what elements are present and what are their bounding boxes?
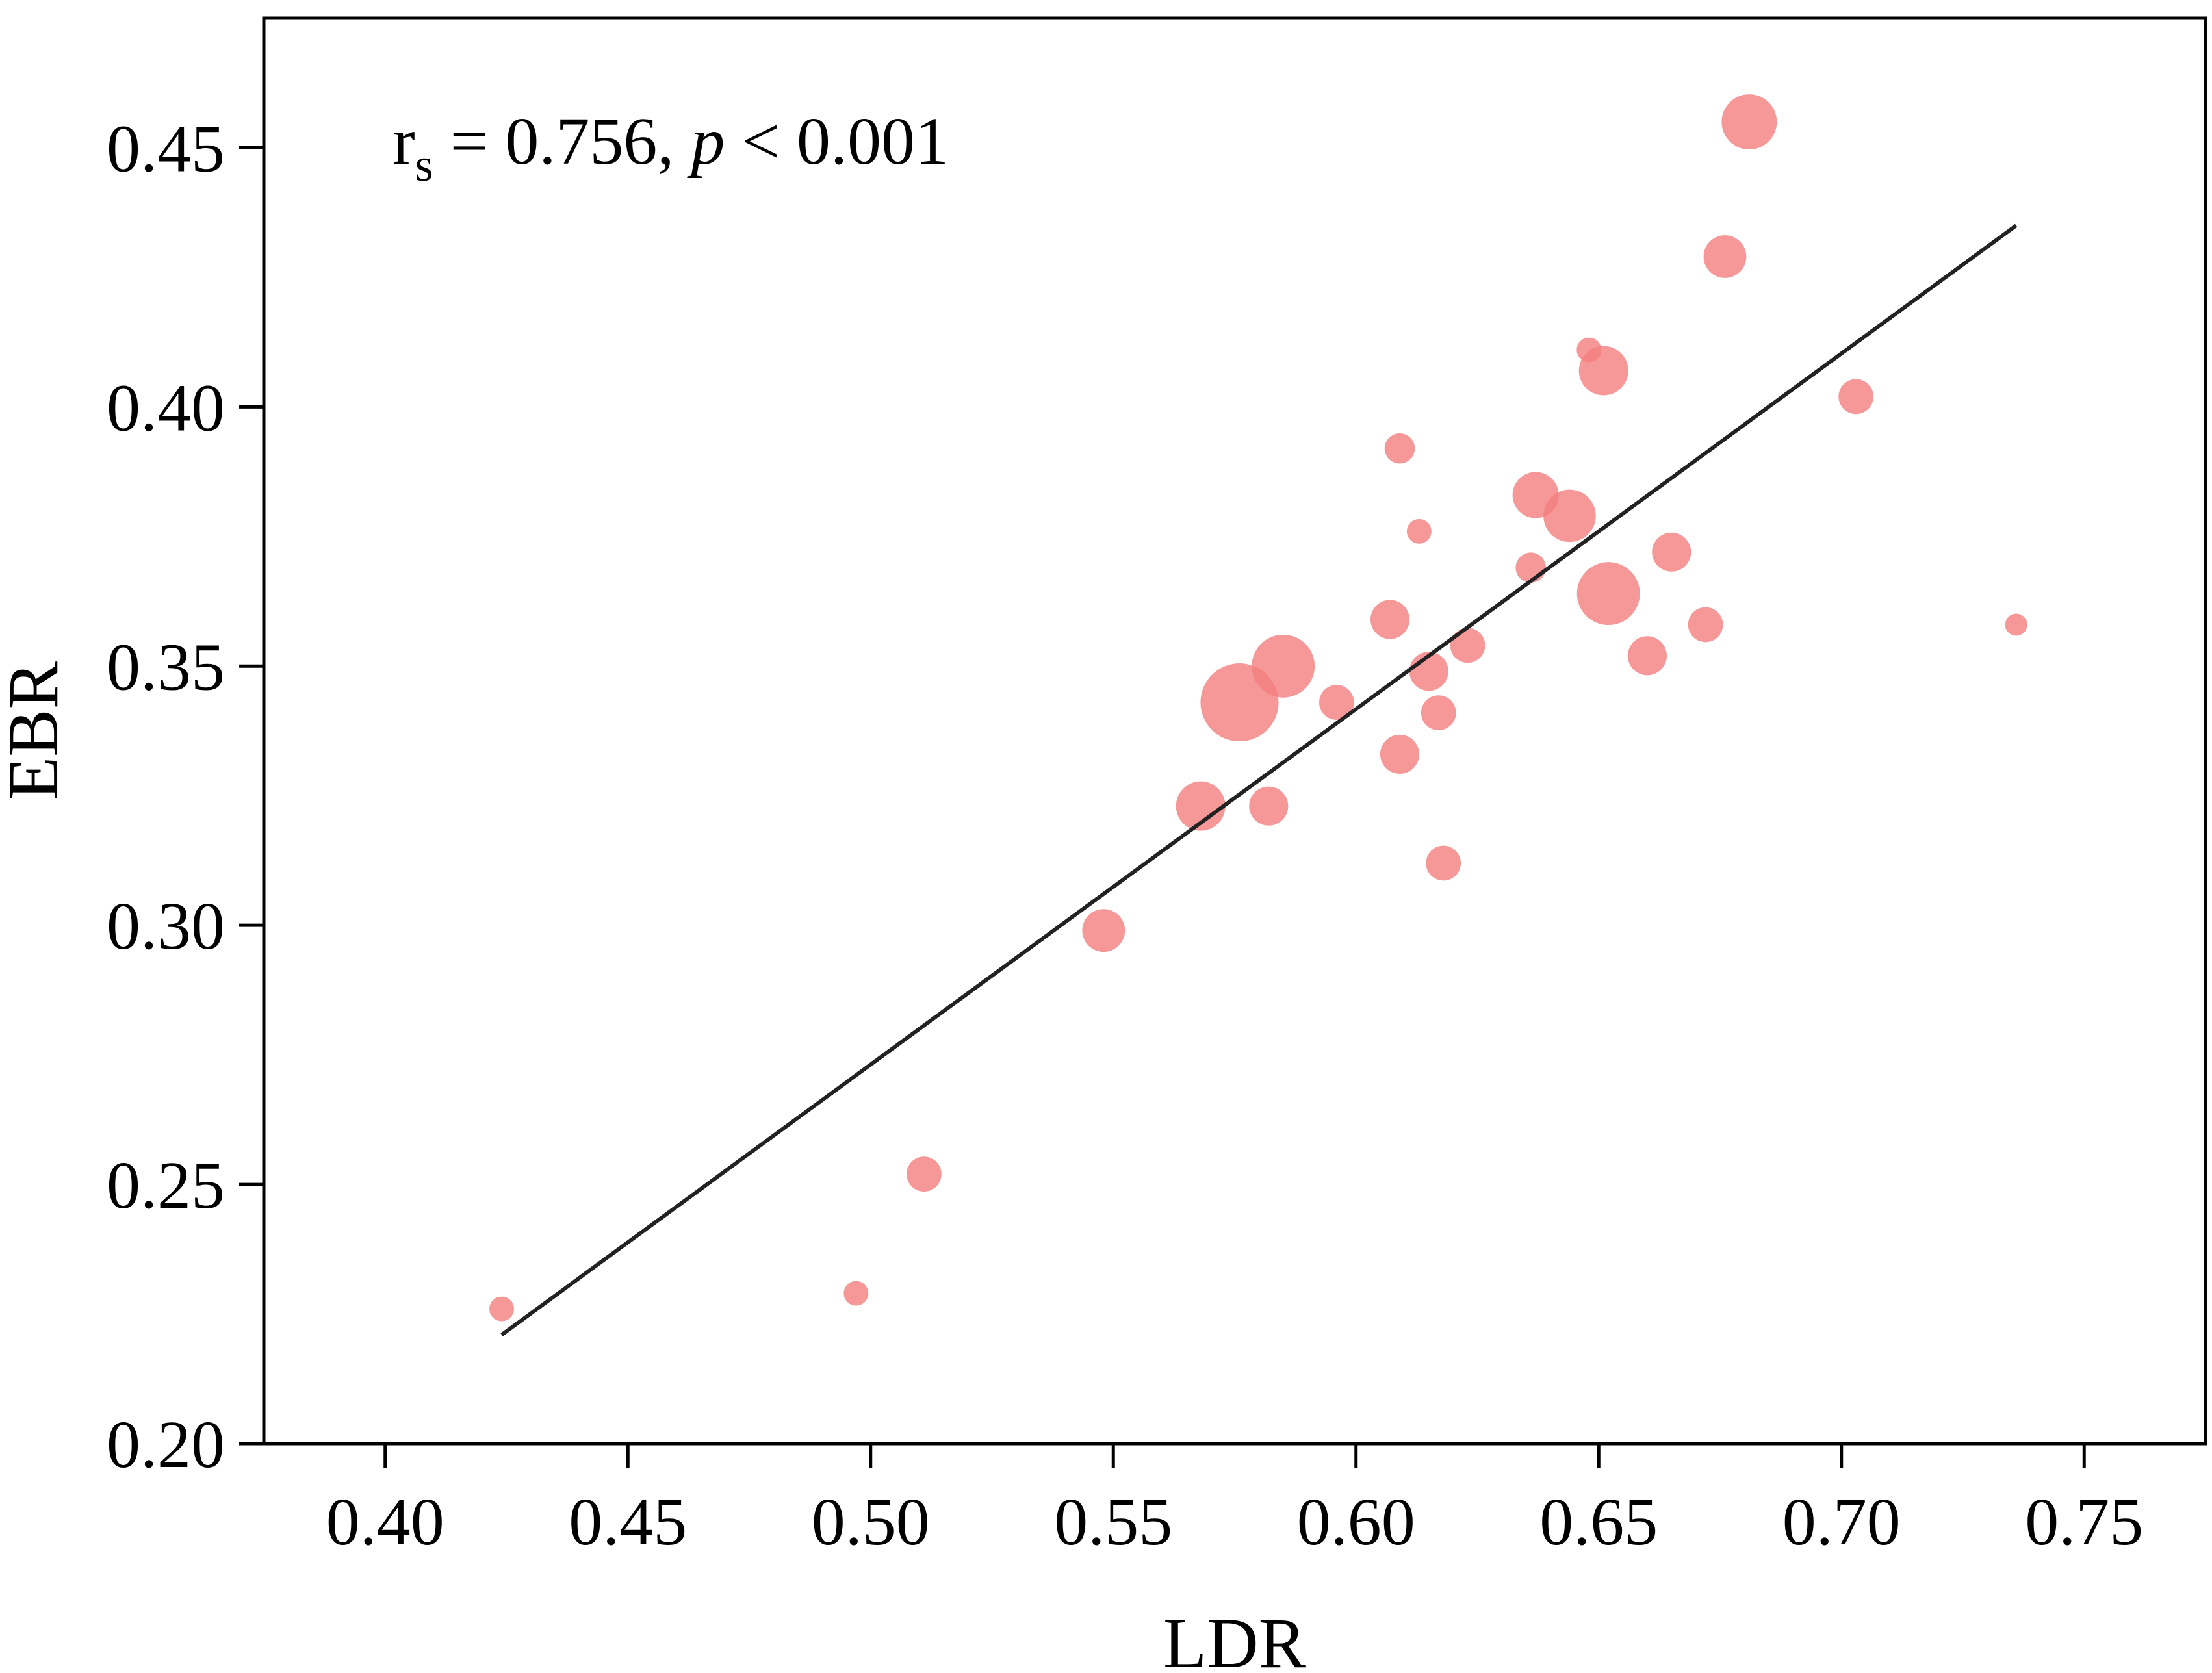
y-tick-label: 0.35 xyxy=(107,630,225,704)
data-point xyxy=(1688,607,1723,643)
data-point xyxy=(907,1156,942,1192)
y-tick-label: 0.40 xyxy=(107,370,225,445)
data-point xyxy=(1578,346,1628,396)
y-axis: 0.20 0.25 0.30 0.35 0.40 0.45 xyxy=(107,111,264,1482)
p-value: < 0.001 xyxy=(725,104,949,179)
data-point xyxy=(1176,781,1226,831)
x-axis: 0.40 0.45 0.50 0.55 0.60 0.65 0.70 0.75 xyxy=(326,1444,2143,1559)
x-tick-label: 0.40 xyxy=(326,1485,444,1559)
data-point xyxy=(1721,94,1777,150)
y-axis-title: EBR xyxy=(0,661,73,800)
data-point xyxy=(1384,433,1415,464)
equals-value: = 0.756, xyxy=(433,104,691,179)
data-point xyxy=(1252,634,1315,698)
plot-frame xyxy=(262,16,2207,1446)
x-tick-label: 0.65 xyxy=(1539,1485,1658,1559)
y-tick-label: 0.45 xyxy=(107,111,225,186)
x-tick-label: 0.70 xyxy=(1782,1485,1901,1559)
x-axis-title: LDR xyxy=(1163,1603,1307,1673)
x-tick-label: 0.45 xyxy=(569,1485,687,1559)
y-tick-label: 0.25 xyxy=(107,1148,225,1223)
x-tick-label: 0.75 xyxy=(2025,1485,2143,1559)
data-point xyxy=(1319,685,1354,720)
data-point xyxy=(1652,532,1691,572)
data-point xyxy=(1627,636,1667,676)
x-tick-label: 0.60 xyxy=(1297,1485,1415,1559)
correlation-annotation: rs = 0.756, p < 0.001 xyxy=(392,104,949,191)
data-point xyxy=(489,1296,515,1322)
data-points xyxy=(489,94,2027,1322)
regression-line xyxy=(500,223,2018,1336)
data-point xyxy=(1576,562,1640,626)
data-point xyxy=(1543,489,1596,543)
data-point xyxy=(1249,786,1289,826)
data-point xyxy=(1370,600,1410,639)
data-point xyxy=(1082,909,1125,952)
data-point xyxy=(1838,379,1874,415)
y-tick-label: 0.30 xyxy=(107,889,225,964)
data-point xyxy=(1421,695,1456,730)
data-point xyxy=(1406,518,1432,544)
data-point xyxy=(1703,235,1747,278)
y-tick-label: 0.20 xyxy=(107,1407,225,1482)
data-point xyxy=(2005,613,2027,636)
r-subscript: s xyxy=(415,139,433,191)
x-tick-label: 0.55 xyxy=(1054,1485,1172,1559)
data-point xyxy=(1380,734,1420,774)
data-point xyxy=(1426,845,1461,881)
data-point xyxy=(843,1281,869,1306)
r-symbol: r xyxy=(392,104,415,179)
x-tick-label: 0.50 xyxy=(812,1485,930,1559)
data-point xyxy=(1515,552,1546,583)
p-symbol: p xyxy=(686,104,725,179)
data-point xyxy=(1450,628,1485,663)
